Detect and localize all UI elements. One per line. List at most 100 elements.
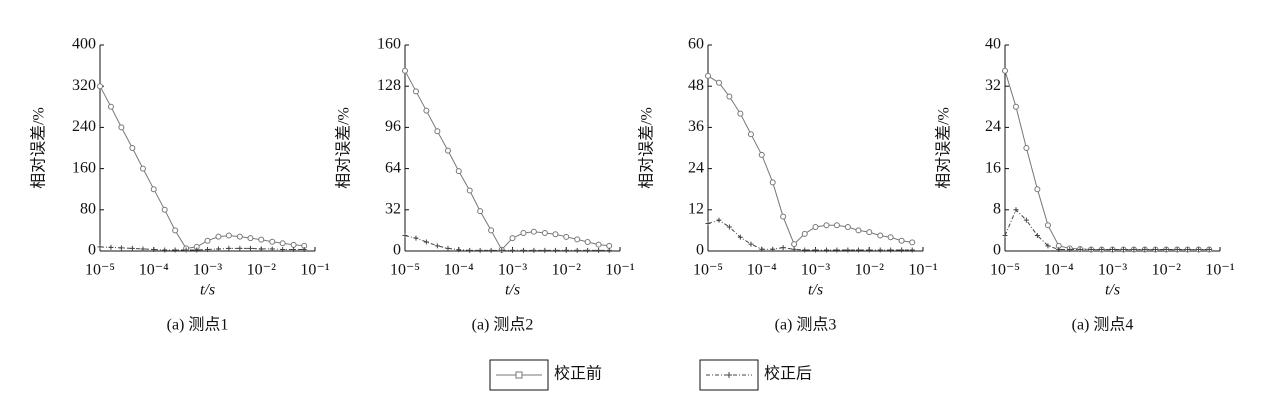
marker — [488, 247, 494, 253]
marker — [247, 235, 254, 242]
caption: (a) 测点2 — [472, 316, 534, 334]
x-tick-label: 10⁻³ — [193, 262, 222, 279]
marker — [412, 88, 419, 95]
x-tick-label: 10⁻⁵ — [390, 262, 420, 279]
y-tick-label: 240 — [72, 118, 96, 135]
marker — [477, 247, 483, 253]
y-tick-label: 32 — [385, 200, 401, 217]
marker — [541, 229, 548, 236]
marker — [726, 93, 733, 100]
y-tick-label: 60 — [688, 36, 704, 53]
marker — [531, 247, 537, 253]
marker — [1002, 233, 1008, 239]
x-axis-label: t/s — [808, 282, 823, 299]
legend-label: 校正后 — [764, 365, 812, 383]
y-tick-label: 80 — [80, 200, 96, 217]
marker — [705, 221, 711, 227]
y-tick-label: 16 — [985, 159, 1001, 176]
caption: (a) 测点4 — [1072, 316, 1134, 334]
marker — [520, 229, 527, 236]
marker — [877, 232, 884, 239]
y-tick-label: 320 — [72, 77, 96, 94]
y-tick-label: 32 — [985, 77, 1001, 94]
y-tick-label: 160 — [72, 159, 96, 176]
marker — [236, 233, 243, 240]
marker — [413, 235, 419, 241]
marker — [1163, 246, 1169, 252]
marker — [584, 238, 591, 245]
marker — [108, 244, 114, 250]
marker — [455, 168, 462, 175]
legend-marker — [726, 372, 732, 378]
y-tick-label: 0 — [696, 242, 704, 259]
marker — [823, 247, 829, 253]
marker — [812, 223, 819, 230]
series-line — [707, 75, 913, 245]
marker — [118, 245, 124, 251]
marker — [1174, 246, 1180, 252]
marker — [467, 247, 473, 253]
x-tick-label: 10⁻³ — [1098, 262, 1127, 279]
marker — [585, 247, 591, 253]
legend-box — [489, 359, 549, 391]
marker — [1034, 186, 1041, 193]
marker — [215, 246, 221, 252]
marker — [423, 107, 430, 114]
marker — [780, 213, 787, 220]
marker — [823, 222, 830, 229]
x-tick-label: 10⁻¹ — [908, 262, 937, 279]
marker — [737, 110, 744, 117]
marker — [1023, 145, 1030, 151]
x-tick-label: 10⁻⁴ — [1044, 262, 1074, 279]
marker — [866, 229, 873, 236]
marker — [445, 245, 451, 251]
y-tick-label: 160 — [377, 36, 401, 53]
y-axis-label: 相对误差/% — [335, 107, 353, 189]
marker — [1110, 246, 1115, 252]
x-tick-label: 10⁻¹ — [605, 262, 634, 279]
y-tick-label: 48 — [688, 77, 704, 94]
marker — [844, 223, 851, 230]
marker — [801, 230, 808, 237]
marker — [1185, 246, 1191, 252]
marker — [215, 233, 222, 240]
marker — [855, 247, 861, 253]
marker — [1088, 246, 1094, 252]
marker — [747, 131, 754, 138]
marker — [161, 206, 168, 213]
marker — [434, 243, 440, 249]
caption: (a) 测点3 — [775, 316, 837, 334]
marker — [499, 247, 505, 253]
marker — [542, 247, 548, 253]
marker — [247, 245, 253, 251]
x-tick-label: 10⁻² — [247, 262, 276, 279]
marker — [595, 241, 602, 248]
y-axis-label: 相对误差/% — [30, 107, 48, 189]
marker — [909, 239, 916, 246]
marker — [1056, 246, 1062, 252]
marker — [118, 124, 125, 131]
legend-box — [699, 359, 759, 391]
marker — [291, 246, 297, 252]
marker — [563, 233, 570, 240]
marker — [705, 72, 711, 79]
marker — [194, 247, 200, 253]
marker — [258, 236, 265, 243]
marker — [205, 246, 210, 252]
x-tick-label: 10⁻⁴ — [444, 262, 474, 279]
x-tick-label: 10⁻⁵ — [693, 262, 723, 279]
marker — [290, 241, 297, 248]
marker — [129, 145, 136, 151]
marker — [574, 247, 580, 253]
marker — [791, 246, 797, 252]
marker — [434, 128, 441, 135]
marker — [97, 83, 103, 90]
y-tick-label: 24 — [688, 159, 704, 176]
marker — [563, 247, 569, 253]
marker — [423, 239, 429, 245]
marker — [402, 67, 408, 74]
marker — [1142, 246, 1148, 252]
y-axis-label: 相对误差/% — [935, 107, 953, 189]
y-tick-label: 64 — [385, 159, 401, 176]
